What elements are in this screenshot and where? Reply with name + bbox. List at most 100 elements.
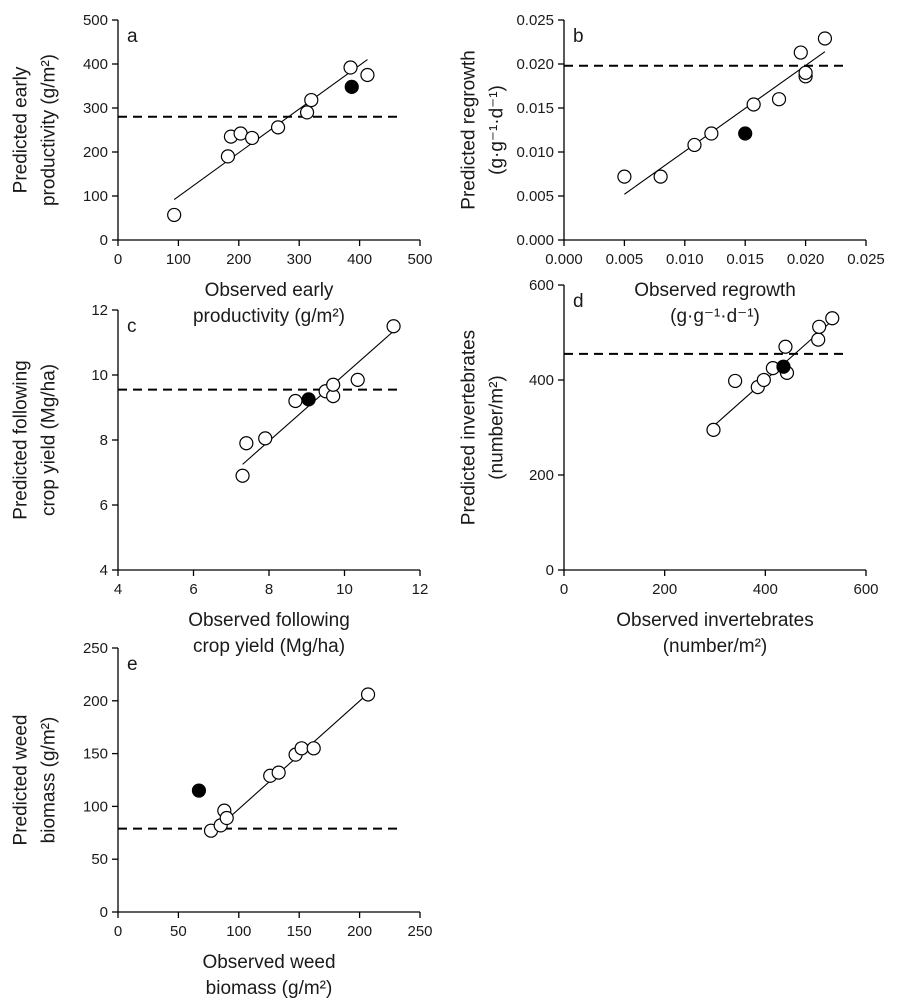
y-tick-label: 0.000 [516, 232, 554, 249]
y-tick-label: 600 [529, 277, 554, 294]
y-tick-label: 500 [83, 12, 108, 29]
x-axis-title: Observed early [205, 280, 334, 301]
y-tick-label: 150 [83, 746, 108, 763]
y-tick-label: 0.020 [516, 56, 554, 73]
data-point [653, 169, 668, 184]
data-point [271, 765, 286, 780]
data-point [812, 319, 827, 334]
axes-frame [117, 20, 420, 241]
y-axis-title: Predicted weed [11, 715, 32, 846]
data-point [239, 436, 254, 451]
x-tick-label: 200 [226, 251, 251, 268]
y-axis-title: Predicted invertebrates [459, 330, 480, 525]
data-point [244, 130, 260, 146]
x-axis-title: Observed regrowth [634, 280, 796, 301]
y-tick-label: 0.005 [516, 188, 554, 205]
x-tick-label: 200 [347, 923, 372, 940]
x-tick-label: 0 [114, 923, 122, 940]
data-point [811, 332, 826, 347]
x-tick-label: 200 [652, 581, 677, 598]
data-point [756, 372, 771, 388]
x-tick-label: 400 [753, 581, 778, 598]
data-point [288, 393, 303, 409]
x-tick-label: 6 [189, 581, 197, 598]
y-tick-label: 0.010 [516, 144, 554, 161]
y-tick-label: 100 [83, 798, 108, 815]
x-axis-title: crop yield (Mg/ha) [193, 636, 345, 657]
data-point [687, 137, 702, 153]
data-point [350, 372, 365, 387]
data-point [798, 65, 813, 80]
y-axis-title: (number/m²) [487, 375, 508, 480]
x-tick-label: 300 [287, 251, 312, 268]
panel-letter: c [127, 316, 137, 337]
highlighted-data-point [344, 79, 359, 94]
y-tick-label: 8 [100, 432, 108, 449]
data-point [167, 207, 182, 223]
y-axis-title: Predicted regrowth [459, 50, 480, 209]
y-tick-label: 0.015 [516, 100, 554, 117]
y-tick-label: 300 [83, 100, 108, 117]
x-tick-label: 500 [407, 251, 432, 268]
data-point [360, 67, 375, 83]
data-point [219, 810, 234, 826]
highlighted-data-point [301, 392, 316, 407]
y-tick-label: 50 [91, 851, 108, 868]
x-tick-label: 0 [114, 251, 122, 268]
fit-line [173, 59, 368, 200]
panel-e: 0 50 100 150 200 250 0 50 100 150 200 250 e Observed … [11, 640, 433, 999]
data-point [825, 311, 840, 326]
data-point [294, 741, 309, 756]
y-tick-label: 100 [83, 188, 108, 205]
x-tick-label: 100 [226, 923, 251, 940]
fit-line [624, 51, 826, 195]
data-point [220, 149, 236, 164]
y-tick-label: 12 [91, 302, 108, 319]
y-tick-label: 400 [529, 372, 554, 389]
x-axis-title: Observed following [188, 610, 350, 631]
x-tick-label: 600 [853, 581, 878, 598]
data-point [817, 31, 833, 46]
data-point [299, 105, 315, 120]
y-axis-title: crop yield (Mg/ha) [39, 364, 60, 516]
data-point [771, 92, 787, 107]
y-axis-title: productivity (g/m²) [39, 54, 60, 206]
data-point [326, 377, 341, 392]
highlighted-data-point [776, 359, 791, 374]
y-tick-label: 0 [100, 232, 108, 249]
y-axis-title: biomass (g/m²) [39, 717, 60, 844]
data-point [270, 120, 286, 135]
x-axis-title: productivity (g/m²) [193, 306, 345, 327]
data-point [343, 60, 358, 75]
y-tick-label: 0 [546, 562, 554, 579]
y-tick-label: 200 [83, 144, 108, 161]
y-tick-label: 400 [83, 56, 108, 73]
panel-b: 0.000 0.005 0.010 0.015 0.020 0.025 0.000 0.005… [459, 12, 885, 327]
x-axis-title: Observed invertebrates [616, 610, 814, 631]
y-tick-label: 200 [83, 693, 108, 710]
data-point [304, 92, 319, 108]
data-point [617, 169, 632, 184]
x-tick-label: 0 [560, 581, 568, 598]
data-point [746, 97, 761, 112]
y-tick-label: 0.025 [516, 12, 554, 29]
data-point [360, 687, 376, 702]
y-tick-label: 10 [91, 367, 108, 384]
x-axis-title: biomass (g/m²) [206, 978, 333, 999]
data-point [778, 339, 793, 354]
x-tick-label: 10 [336, 581, 353, 598]
x-tick-label: 50 [170, 923, 187, 940]
x-tick-label: 250 [407, 923, 432, 940]
data-point [728, 373, 743, 389]
data-point [306, 741, 321, 756]
x-tick-label: 0.020 [787, 251, 825, 268]
y-axis-title: (g·g⁻¹·d⁻¹) [487, 85, 508, 175]
y-tick-label: 4 [100, 562, 108, 579]
y-tick-label: 250 [83, 640, 108, 657]
data-point [704, 126, 719, 141]
x-tick-label: 8 [265, 581, 273, 598]
x-tick-label: 0.025 [847, 251, 885, 268]
panel-c: 4 6 8 10 12 4 6 8 10 12 c Observed following crop yi… [11, 302, 429, 657]
y-tick-label: 0 [100, 904, 108, 921]
